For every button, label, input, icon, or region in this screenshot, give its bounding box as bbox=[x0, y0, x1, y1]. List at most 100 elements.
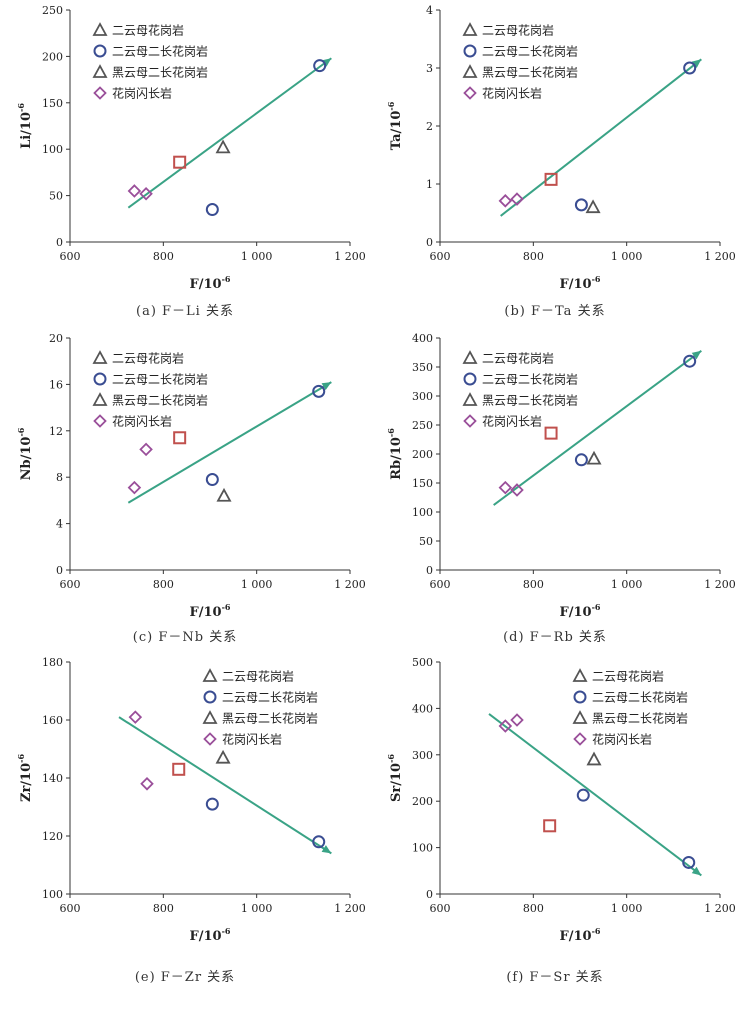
legend-label: 二云母花岗岩 bbox=[112, 351, 184, 366]
x-tick-label: 800 bbox=[153, 250, 174, 263]
caption-b: (b) F－Ta 关系 bbox=[504, 304, 606, 319]
y-tick-label: 0 bbox=[426, 236, 433, 249]
x-axis-label: F/10-6 bbox=[560, 926, 601, 944]
y-tick-label: 300 bbox=[412, 749, 433, 762]
x-tick-label: 600 bbox=[60, 902, 81, 915]
x-tick-label: 800 bbox=[153, 578, 174, 591]
panel-a: 0 50 100 150 200 250 600 800 1 000 1 200 F/10-6 Li/… bbox=[0, 0, 370, 330]
data-point bbox=[510, 713, 524, 727]
chart-d: 0 50 100 150 200 250 300 350 400 600 800 1 000 1 200… bbox=[386, 332, 736, 620]
legend-label: 黑云母二长花岗岩 bbox=[482, 393, 578, 408]
y-tick-label: 3 bbox=[426, 62, 433, 75]
y-tick-label: 350 bbox=[412, 361, 433, 374]
x-tick-label: 600 bbox=[430, 578, 451, 591]
legend-marker bbox=[93, 414, 107, 428]
panel-e: 100 120 140 160 180 600 800 1 000 1 200 F/10-6 Zr/… bbox=[0, 652, 370, 985]
y-tick-label: 150 bbox=[42, 97, 63, 110]
data-point bbox=[172, 762, 186, 776]
legend-label: 黑云母二长花岗岩 bbox=[592, 711, 688, 726]
legend-marker bbox=[202, 710, 218, 724]
legend-label: 二云母花岗岩 bbox=[112, 23, 184, 38]
y-tick-label: 4 bbox=[426, 4, 433, 17]
y-axis-label: Rb/10-6 bbox=[386, 428, 404, 480]
trend-arrowhead bbox=[691, 59, 702, 68]
x-tick-label: 1 000 bbox=[611, 578, 643, 591]
y-tick-label: 120 bbox=[42, 830, 63, 843]
x-axis-label: F/10-6 bbox=[190, 274, 231, 292]
trend-line bbox=[488, 713, 702, 877]
data-point bbox=[682, 855, 696, 869]
x-tick-label: 600 bbox=[430, 250, 451, 263]
caption-a: (a) F－Li 关系 bbox=[136, 304, 234, 319]
data-point bbox=[510, 192, 524, 206]
y-tick-label: 1 bbox=[426, 178, 433, 191]
data-point bbox=[312, 835, 326, 849]
trend-arrowhead bbox=[691, 350, 702, 360]
data-point bbox=[586, 751, 602, 766]
y-tick-label: 0 bbox=[56, 236, 63, 249]
trend-arrowhead bbox=[691, 866, 702, 876]
legend-marker bbox=[573, 732, 587, 746]
data-point bbox=[312, 384, 326, 398]
y-tick-label: 180 bbox=[42, 656, 63, 669]
x-tick-label: 800 bbox=[523, 902, 544, 915]
y-tick-label: 200 bbox=[42, 50, 63, 63]
legend-label: 黑云母二长花岗岩 bbox=[222, 711, 318, 726]
legend-label: 黑云母二长花岗岩 bbox=[482, 65, 578, 80]
x-tick-label: 800 bbox=[523, 578, 544, 591]
y-tick-label: 200 bbox=[412, 448, 433, 461]
legend-marker bbox=[92, 22, 108, 36]
trend-line bbox=[127, 57, 332, 209]
panel-d: 0 50 100 150 200 250 300 350 400 600 800 1 000 1 200… bbox=[370, 328, 740, 658]
x-tick-label: 1 200 bbox=[334, 902, 366, 915]
data-point bbox=[139, 442, 153, 457]
trend-line bbox=[118, 716, 332, 855]
data-point bbox=[127, 480, 142, 495]
y-tick-label: 100 bbox=[42, 143, 63, 156]
x-axis-label: F/10-6 bbox=[190, 602, 231, 620]
x-tick-label: 1 200 bbox=[704, 902, 736, 915]
legend-label: 二云母花岗岩 bbox=[592, 669, 664, 684]
y-tick-label: 2 bbox=[426, 120, 433, 133]
trend-line bbox=[493, 349, 702, 506]
y-tick-label: 0 bbox=[426, 888, 433, 901]
x-axis-label: F/10-6 bbox=[190, 926, 231, 944]
legend-label: 二云母二长花岗岩 bbox=[482, 44, 578, 59]
legend-label: 二云母花岗岩 bbox=[482, 23, 554, 38]
y-axis-label: Ta/10-6 bbox=[386, 101, 404, 150]
x-tick-label: 1 000 bbox=[241, 902, 273, 915]
legend-marker bbox=[92, 350, 108, 364]
data-point bbox=[544, 426, 558, 440]
y-tick-label: 300 bbox=[412, 390, 433, 403]
y-tick-label: 100 bbox=[42, 888, 63, 901]
y-tick-label: 150 bbox=[412, 477, 433, 490]
data-point bbox=[586, 450, 602, 465]
legend-marker bbox=[463, 86, 477, 100]
legend-label: 二云母二长花岗岩 bbox=[592, 690, 688, 705]
data-point bbox=[510, 483, 524, 497]
x-axis-label: F/10-6 bbox=[560, 602, 601, 620]
legend-marker bbox=[573, 690, 587, 704]
y-axis-label: Zr/10-6 bbox=[16, 754, 34, 803]
data-point bbox=[498, 719, 513, 733]
legend-marker bbox=[463, 372, 477, 386]
trend-line bbox=[500, 58, 702, 217]
panel-f: 0 100 200 300 400 500 600 800 1 000 1 200 F/10-6 Sr… bbox=[370, 652, 740, 985]
data-point bbox=[574, 198, 588, 212]
x-tick-label: 1 000 bbox=[611, 902, 643, 915]
chart-b: 0 1 2 3 4 600 800 1 000 1 200 F/10-6 Ta/10-6 二云母花岗岩… bbox=[386, 4, 736, 292]
data-point bbox=[128, 710, 143, 724]
caption-f: (f) F－Sr 关系 bbox=[506, 970, 604, 985]
data-point bbox=[498, 480, 513, 495]
trend-arrowhead bbox=[321, 382, 332, 391]
legend-label: 花岗闪长岩 bbox=[482, 414, 542, 429]
x-tick-label: 600 bbox=[60, 578, 81, 591]
legend-marker bbox=[92, 64, 108, 78]
legend-label: 二云母二长花岗岩 bbox=[112, 372, 208, 387]
x-tick-label: 1 000 bbox=[611, 250, 643, 263]
legend-marker bbox=[572, 668, 588, 682]
data-point bbox=[498, 194, 513, 208]
data-point bbox=[173, 155, 187, 169]
y-tick-label: 8 bbox=[56, 471, 63, 484]
